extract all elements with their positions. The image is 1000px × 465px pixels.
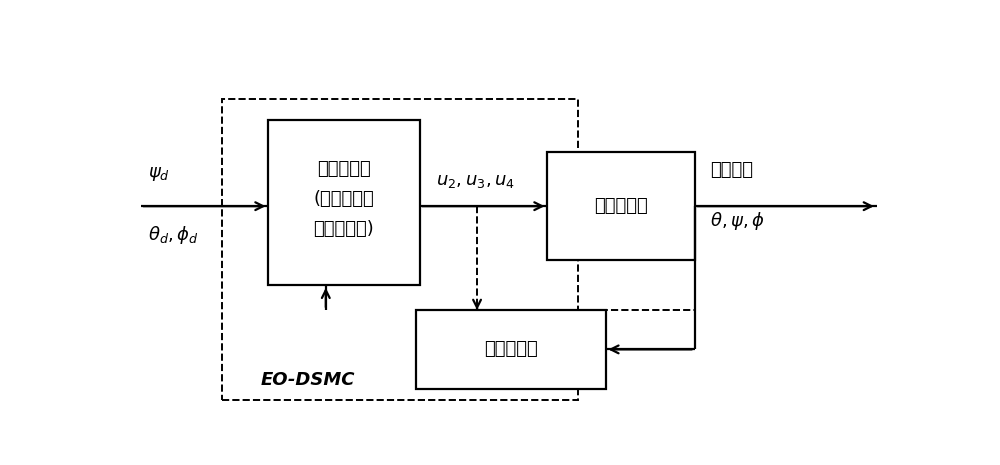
Text: 指数观测器: 指数观测器 xyxy=(484,340,537,359)
Text: $\theta_d,\phi_d$: $\theta_d,\phi_d$ xyxy=(148,224,199,246)
FancyBboxPatch shape xyxy=(416,310,606,389)
Text: 姿态控制器: 姿态控制器 xyxy=(317,159,371,178)
Text: 律滑模控制): 律滑模控制) xyxy=(314,220,374,239)
FancyBboxPatch shape xyxy=(268,120,420,285)
Text: 姿态子系统: 姿态子系统 xyxy=(594,197,648,215)
Text: $u_2,u_3,u_4$: $u_2,u_3,u_4$ xyxy=(436,172,515,190)
FancyBboxPatch shape xyxy=(547,153,695,260)
Text: (双幂次趋近: (双幂次趋近 xyxy=(314,190,374,208)
Text: $\theta,\psi,\phi$: $\theta,\psi,\phi$ xyxy=(710,210,765,232)
Text: $\psi_d$: $\psi_d$ xyxy=(148,165,170,183)
Text: EO-DSMC: EO-DSMC xyxy=(261,371,355,389)
Text: 姿态输出: 姿态输出 xyxy=(710,161,753,179)
